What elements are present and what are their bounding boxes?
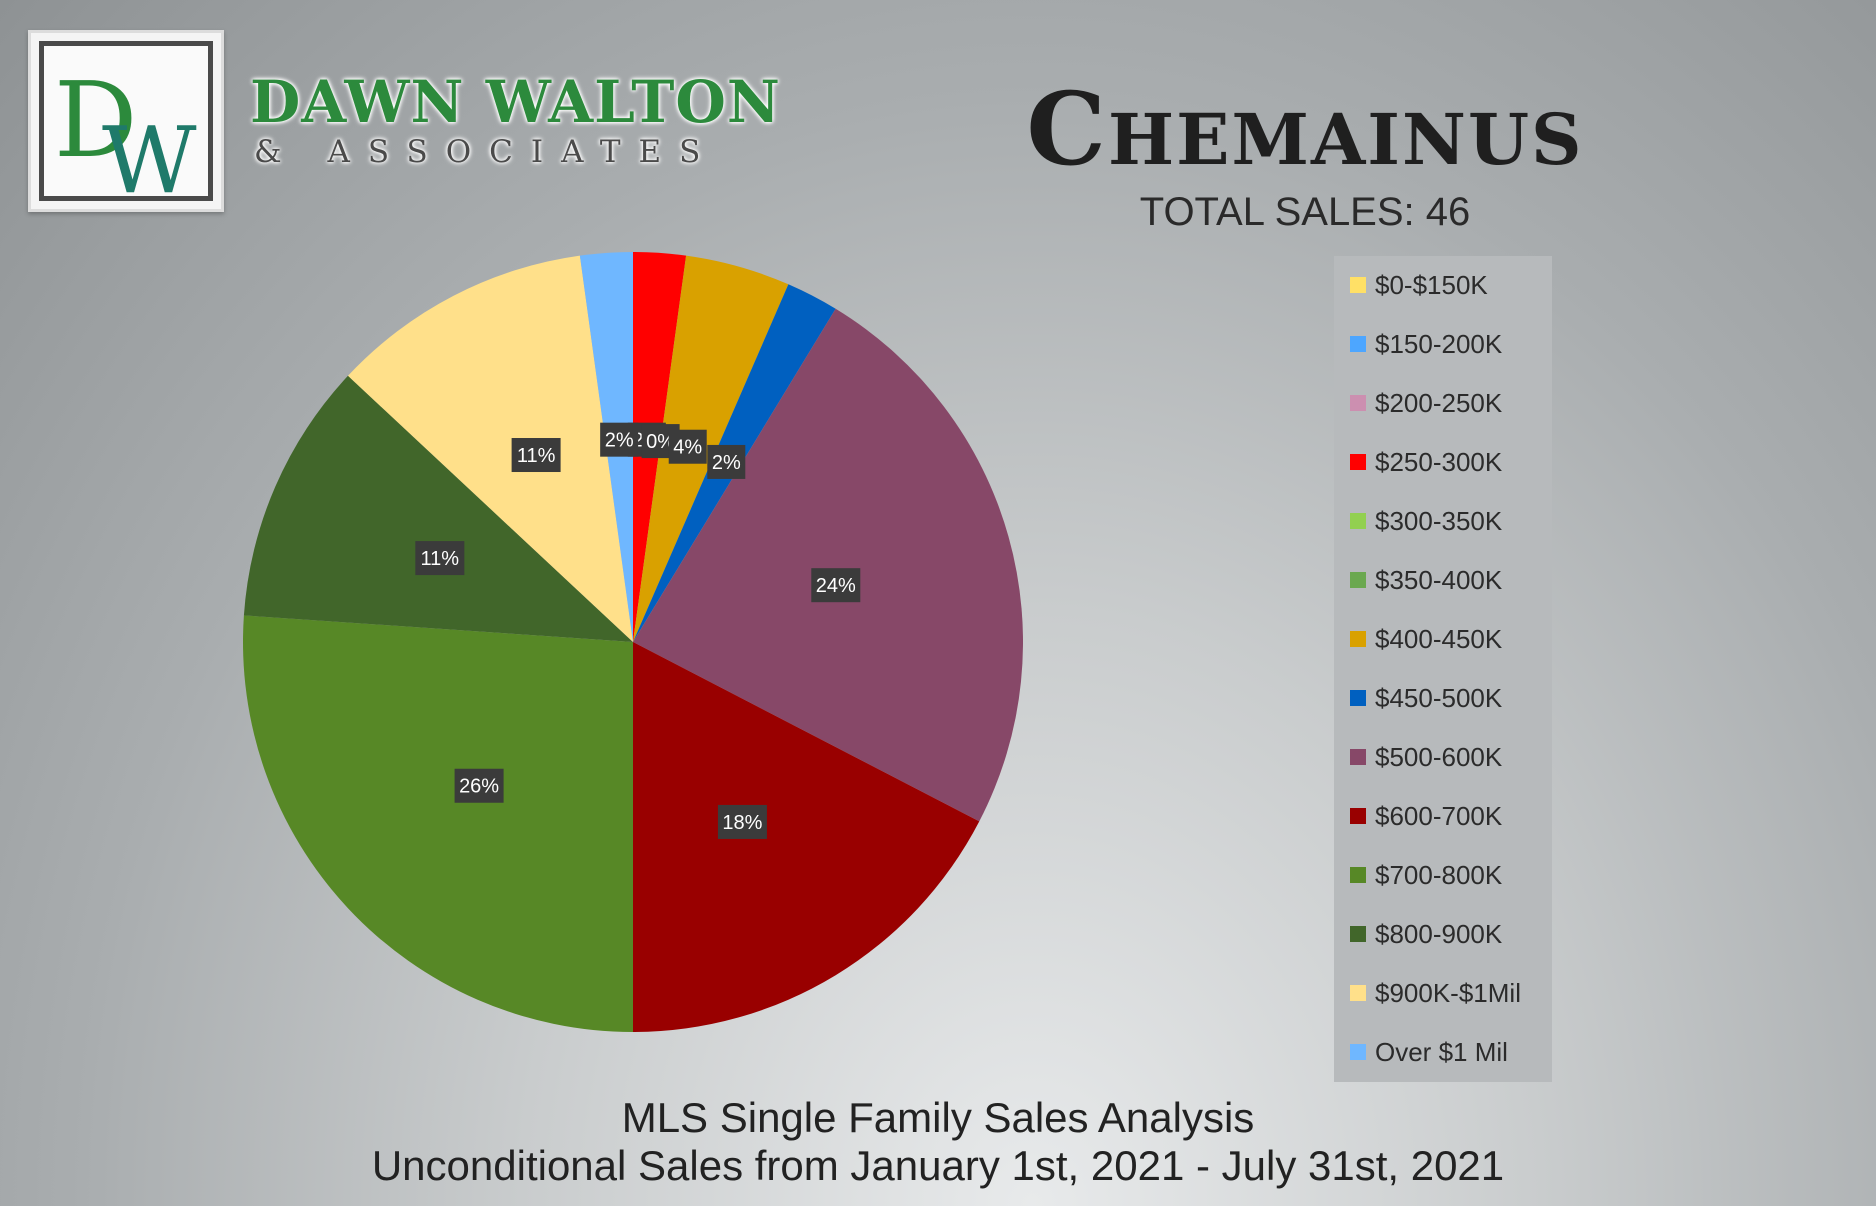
legend-label: $250-300K [1375, 446, 1503, 477]
legend-label: $150-200K [1375, 328, 1503, 359]
legend-swatch [1350, 1044, 1366, 1060]
legend-label: $900K-$1Mil [1375, 977, 1521, 1008]
footer-date-range: Unconditional Sales from January 1st, 20… [371, 1142, 1505, 1189]
legend-swatch [1350, 690, 1366, 706]
legend-label: $700-800K [1375, 859, 1503, 890]
data-label-500-600k: 24% [811, 568, 861, 603]
legend-item-350-400k: $350-400K [1350, 565, 1502, 595]
legend-item-600-700k: $600-700K [1350, 801, 1502, 831]
data-label-text: 26% [459, 776, 499, 798]
footer-heading: MLS Single Family Sales Analysis [621, 1094, 1255, 1141]
logo-monogram-d: D [54, 59, 137, 181]
data-label-text: 11% [421, 548, 460, 570]
legend-item-250-300k: $250-300K [1350, 447, 1502, 477]
legend-item-800-900k: $800-900K [1350, 919, 1502, 949]
logo-monogram: D W [54, 59, 197, 214]
data-label-box [415, 541, 465, 576]
legend-label: Over $1 Mil [1375, 1036, 1508, 1067]
legend-item-0-150k: $0-$150K [1350, 270, 1488, 300]
legend-swatch [1350, 631, 1366, 647]
legend-item-150-200k: $150-200K [1350, 329, 1502, 359]
data-label-box [811, 568, 861, 603]
legend-swatch [1350, 513, 1366, 529]
legend-label: $350-400K [1375, 564, 1503, 595]
legend-item-450-500k: $450-500K [1350, 683, 1502, 713]
chart-legend: $0-$150K $150-200K $200-250K $250-300K $300-… [1334, 256, 1552, 1082]
legend-swatch [1350, 572, 1366, 588]
legend-swatch [1350, 277, 1366, 293]
legend-item-700-800k: $700-800K [1350, 860, 1502, 890]
pie-slices [242, 252, 1024, 1032]
legend-swatch [1350, 395, 1366, 411]
data-label-over-1-mil: 2% [600, 422, 639, 457]
data-label-900k-1mil: 11% [511, 438, 561, 473]
data-label-700-800k: 26% [454, 768, 504, 803]
legend-label: $500-600K [1375, 741, 1503, 772]
pie-labels: 2%0%4%2%24%18%26%11%11%2% [415, 422, 861, 839]
legend-swatch [1350, 808, 1366, 824]
pie-slice-600-700k [633, 642, 980, 1032]
legend-label: $200-250K [1375, 387, 1503, 418]
data-label-box [668, 429, 707, 464]
legend-swatch [1350, 926, 1366, 942]
total-sales: TOTAL SALES: 46 [1139, 190, 1471, 234]
legend-label: $300-350K [1375, 505, 1503, 536]
data-label-box [511, 438, 561, 473]
data-label-text: 11% [517, 445, 556, 467]
pie-slice-700-800k [242, 615, 633, 1032]
legend-label: $800-900K [1375, 918, 1503, 949]
chart-title: Chemainus [1026, 70, 1584, 188]
logo: D W [28, 30, 224, 214]
pie-slice-500-600k [633, 308, 1024, 822]
data-label-400-450k: 4% [668, 429, 707, 464]
legend-item-500-600k: $500-600K [1350, 742, 1502, 772]
legend-swatch [1350, 336, 1366, 352]
data-label-text: 2% [605, 430, 634, 452]
data-label-text: 2% [712, 452, 741, 474]
data-label-text: 24% [816, 575, 856, 597]
data-label-600-700k: 18% [717, 804, 767, 839]
pie-slice-900k-1mil [347, 255, 633, 642]
brand-subtitle: & ASSOCIATES [254, 134, 719, 170]
data-label-text: 0% [646, 431, 675, 453]
legend-item-400-450k: $400-450K [1350, 624, 1502, 654]
legend-label: $600-700K [1375, 800, 1503, 831]
data-label-text: 18% [722, 812, 762, 834]
legend-item-300-350k: $300-350K [1350, 506, 1502, 536]
legend-item-over-1-mil: Over $1 Mil [1350, 1037, 1508, 1067]
legend-swatch [1350, 867, 1366, 883]
legend-swatch [1350, 454, 1366, 470]
data-label-box [707, 444, 746, 479]
legend-swatch [1350, 749, 1366, 765]
legend-label: $450-500K [1375, 682, 1503, 713]
brand-name: DAWN WALTON [250, 68, 781, 136]
data-label-box [454, 768, 504, 803]
logo-frame: D W [39, 41, 213, 214]
legend-label: $400-450K [1375, 623, 1503, 654]
data-label-box [600, 422, 639, 457]
legend-label: $0-$150K [1375, 269, 1488, 300]
pie-slice-800-900k [243, 375, 633, 642]
data-label-450-500k: 2% [707, 444, 746, 479]
data-label-800-900k: 11% [415, 541, 465, 576]
logo-monogram-w: W [102, 107, 197, 202]
data-label-text: 4% [673, 437, 702, 459]
legend-item-200-250k: $200-250K [1350, 388, 1502, 418]
data-label-box [717, 804, 767, 839]
legend-item-900k-1mil: $900K-$1Mil [1350, 978, 1521, 1008]
legend-swatch [1350, 985, 1366, 1001]
